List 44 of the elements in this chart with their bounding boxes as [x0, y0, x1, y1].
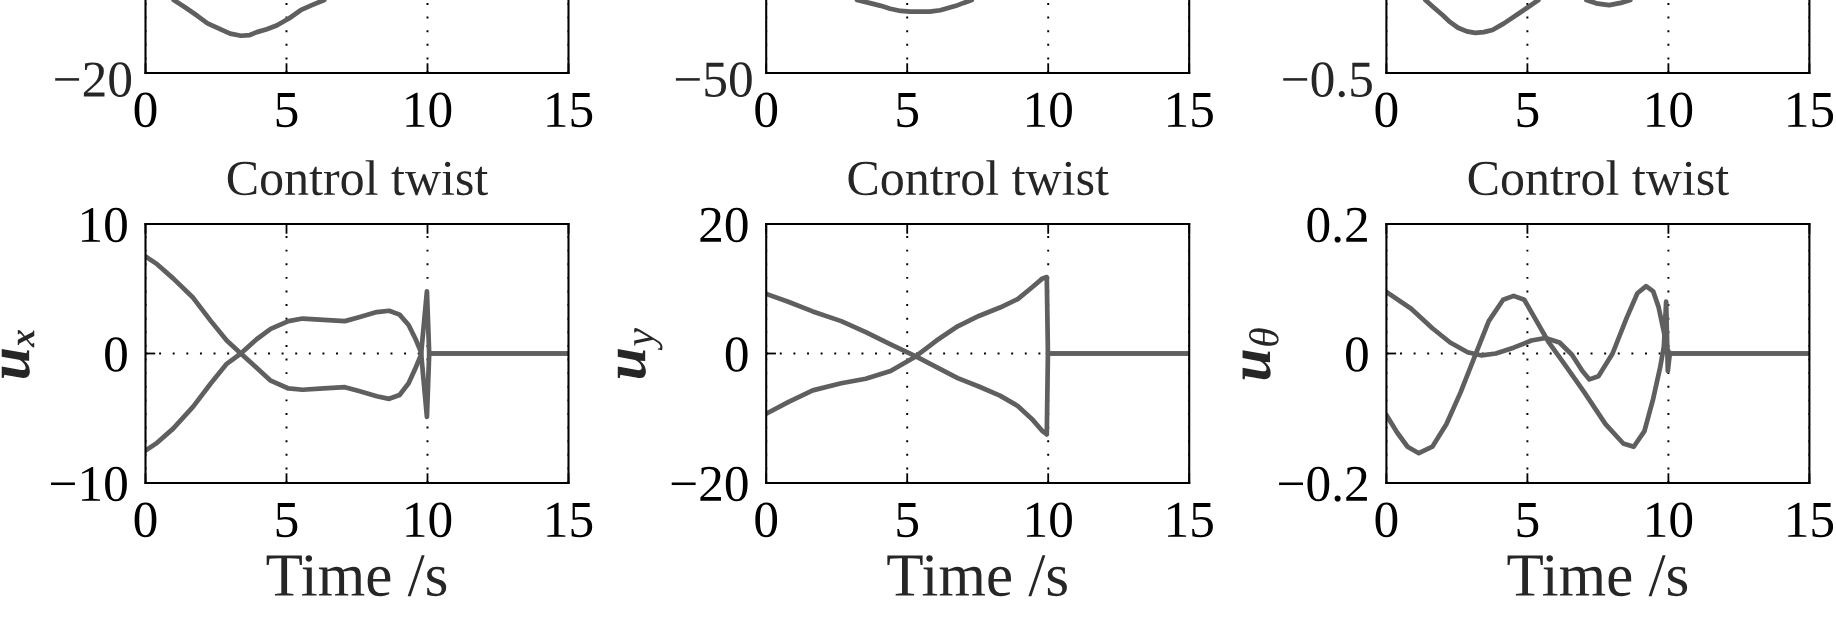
x-axis-title: Time /s	[1507, 555, 1688, 597]
x-tick-label: 15	[547, 502, 593, 538]
text: −0.5	[1283, 62, 1372, 98]
x-tick-label: 0	[134, 92, 157, 128]
x-tick-label: 0	[755, 92, 778, 128]
x-tick-label: 15	[1168, 502, 1213, 538]
x-tick-label: 5	[897, 93, 919, 128]
y-axis-title: u$_{θ}$	[1242, 328, 1279, 380]
y-tick-label: 0	[1346, 337, 1368, 372]
chart-title: Control twist	[1468, 160, 1729, 196]
chart-title: Control twist	[227, 160, 488, 196]
y-tick-label: −20	[671, 466, 748, 502]
x-tick-label: 0	[134, 502, 157, 538]
y-tick-label: −10	[51, 466, 127, 502]
x-tick-label: 10	[1027, 92, 1072, 128]
chart-title: Control twist	[848, 160, 1109, 196]
x-tick-label: 10	[1027, 502, 1072, 538]
text: −50	[675, 62, 752, 97]
x-tick-label: 10	[406, 502, 452, 538]
y-tick-label: 10	[81, 207, 127, 243]
x-tick-label: 5	[276, 503, 298, 538]
y-axis-title: u$_{y}$	[617, 328, 663, 379]
x-tick-label: 5	[1517, 93, 1539, 128]
y-tick-label: 20	[700, 207, 748, 243]
y-axis-title: uₓ	[1, 329, 35, 379]
x-axis-title: Time /s	[887, 555, 1067, 597]
y-tick-label: −0.2	[1279, 466, 1367, 502]
x-tick-label: 0	[1375, 502, 1398, 538]
x-tick-label: 10	[1647, 502, 1693, 538]
x-tick-label: 15	[547, 92, 593, 128]
x-tick-label: 15	[1168, 92, 1213, 128]
x-tick-label: 0	[755, 502, 778, 538]
x-tick-label: 0	[1375, 92, 1398, 128]
x-tick-label: 10	[406, 92, 452, 128]
y-tick-label: 0	[105, 337, 127, 372]
x-tick-label: 15	[1788, 502, 1834, 538]
y-tick-label: 0	[725, 337, 748, 372]
y-tick-label: 0.2	[1307, 207, 1367, 243]
x-tick-label: 5	[897, 503, 919, 538]
x-axis-title: Time /s	[266, 555, 447, 597]
x-tick-label: 15	[1788, 92, 1834, 128]
x-tick-label: 5	[276, 93, 298, 128]
x-tick-label: 10	[1647, 92, 1693, 128]
x-tick-label: 5	[1517, 503, 1539, 538]
